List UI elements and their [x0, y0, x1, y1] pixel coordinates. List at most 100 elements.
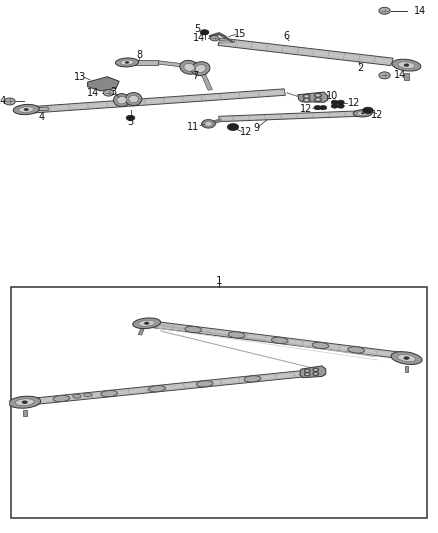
Circle shape	[201, 119, 215, 128]
Circle shape	[337, 100, 344, 104]
Text: 14: 14	[394, 70, 406, 80]
Ellipse shape	[125, 93, 142, 106]
Text: 3: 3	[110, 87, 116, 97]
Circle shape	[320, 106, 327, 110]
Ellipse shape	[138, 320, 155, 326]
Ellipse shape	[101, 391, 117, 397]
Circle shape	[304, 373, 310, 376]
Polygon shape	[127, 60, 158, 64]
Ellipse shape	[348, 346, 364, 353]
Text: 14: 14	[87, 88, 99, 98]
Text: 14: 14	[193, 33, 205, 43]
Ellipse shape	[120, 60, 134, 65]
Circle shape	[144, 322, 149, 325]
Ellipse shape	[116, 58, 138, 67]
Circle shape	[313, 372, 319, 375]
Circle shape	[305, 95, 308, 98]
Circle shape	[125, 61, 129, 64]
Circle shape	[313, 368, 319, 372]
Ellipse shape	[391, 352, 422, 365]
Ellipse shape	[353, 110, 372, 117]
Ellipse shape	[184, 63, 194, 71]
Ellipse shape	[196, 381, 213, 387]
Circle shape	[303, 94, 310, 99]
Ellipse shape	[15, 399, 34, 406]
Polygon shape	[300, 366, 326, 378]
Circle shape	[331, 104, 338, 108]
Polygon shape	[405, 366, 408, 372]
Ellipse shape	[392, 59, 421, 71]
Ellipse shape	[195, 64, 206, 72]
Polygon shape	[298, 92, 328, 102]
Polygon shape	[24, 89, 285, 114]
Ellipse shape	[244, 376, 261, 382]
Text: 5: 5	[127, 117, 134, 127]
Text: 13: 13	[74, 72, 86, 82]
Polygon shape	[219, 39, 234, 43]
Polygon shape	[200, 72, 212, 90]
Text: 12: 12	[371, 110, 384, 120]
Text: 12: 12	[240, 127, 252, 138]
Text: 7: 7	[192, 71, 198, 81]
Text: 8: 8	[136, 51, 142, 60]
Circle shape	[379, 72, 390, 79]
Polygon shape	[88, 77, 119, 91]
Ellipse shape	[191, 62, 210, 76]
Polygon shape	[158, 61, 188, 68]
Text: 11: 11	[187, 122, 199, 132]
Ellipse shape	[84, 393, 92, 397]
Circle shape	[4, 98, 15, 105]
Text: 6: 6	[284, 31, 290, 42]
Circle shape	[314, 373, 317, 375]
Text: 15: 15	[234, 29, 246, 39]
Text: 5: 5	[194, 24, 200, 34]
Ellipse shape	[398, 62, 415, 69]
Ellipse shape	[117, 96, 127, 104]
Text: 12: 12	[300, 104, 312, 114]
Polygon shape	[218, 38, 393, 66]
Text: 10: 10	[326, 91, 338, 101]
Circle shape	[227, 124, 239, 131]
Polygon shape	[26, 107, 48, 111]
Ellipse shape	[129, 95, 138, 103]
Circle shape	[306, 370, 309, 372]
Ellipse shape	[133, 318, 161, 328]
Circle shape	[337, 104, 344, 108]
Ellipse shape	[357, 111, 368, 115]
Ellipse shape	[180, 60, 198, 74]
Circle shape	[314, 369, 317, 370]
Polygon shape	[404, 72, 409, 80]
Circle shape	[316, 94, 320, 96]
Circle shape	[363, 107, 373, 114]
Ellipse shape	[53, 395, 70, 402]
Circle shape	[103, 90, 114, 96]
Circle shape	[205, 122, 212, 126]
Ellipse shape	[312, 342, 329, 349]
Ellipse shape	[272, 337, 288, 343]
Ellipse shape	[113, 94, 130, 107]
Ellipse shape	[13, 104, 39, 115]
Circle shape	[126, 115, 135, 120]
Ellipse shape	[228, 332, 245, 338]
Text: 14: 14	[0, 96, 7, 107]
Circle shape	[316, 99, 320, 101]
Text: 2: 2	[357, 63, 363, 73]
Ellipse shape	[73, 394, 81, 398]
Circle shape	[303, 98, 310, 102]
Circle shape	[331, 100, 338, 104]
Ellipse shape	[185, 326, 201, 333]
Ellipse shape	[19, 107, 34, 112]
Polygon shape	[25, 368, 325, 405]
Polygon shape	[219, 111, 360, 122]
Text: 9: 9	[253, 123, 259, 133]
Ellipse shape	[9, 396, 41, 408]
Circle shape	[22, 400, 28, 404]
Ellipse shape	[148, 385, 165, 392]
Text: 14: 14	[414, 6, 426, 16]
Circle shape	[304, 369, 310, 373]
Polygon shape	[146, 321, 403, 359]
Circle shape	[403, 357, 410, 360]
Circle shape	[361, 112, 364, 115]
Polygon shape	[138, 328, 144, 335]
Circle shape	[404, 63, 409, 67]
